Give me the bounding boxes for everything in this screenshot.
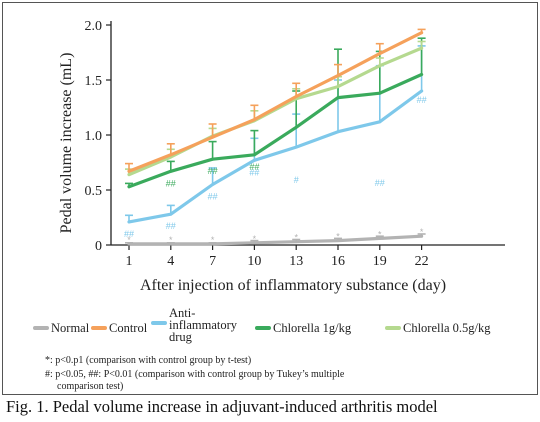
figure-caption: Fig. 1. Pedal volume increase in adjuvan…	[6, 397, 438, 416]
y-tick-label: 0.5	[85, 184, 103, 199]
series-line	[127, 72, 424, 189]
x-tick-label: 19	[373, 254, 387, 269]
legend-item-chlorella-1g: Chlorella 1g/kg	[255, 322, 351, 334]
figure-frame: 0 0.5 1.0 1.5 2.0 1 4 7 10 13 16 19 22 * * * * * * * * ## ## #…	[2, 2, 538, 395]
significance-mark: ##	[166, 221, 176, 231]
significance-mark: ##	[417, 95, 427, 105]
x-tick-label: 22	[415, 254, 429, 269]
data-point	[211, 242, 215, 246]
y-tick-label: 0	[95, 239, 102, 254]
y-tick-label: 2.0	[85, 19, 103, 34]
x-tick-label: 10	[247, 254, 261, 269]
series-line	[127, 234, 424, 246]
significance-mark: *	[253, 234, 257, 244]
x-tick-label: 1	[126, 254, 133, 269]
y-tick-label: 1.0	[85, 129, 103, 144]
legend-swatch	[91, 326, 107, 330]
legend-swatch	[33, 326, 49, 330]
data-point	[211, 157, 215, 161]
data-point	[127, 242, 131, 246]
x-tick-label: 4	[167, 254, 174, 269]
data-point	[169, 153, 173, 157]
legend-swatch	[255, 326, 271, 330]
data-point	[253, 158, 256, 162]
x-tick-label: 13	[289, 254, 303, 269]
footnote-tukey-cont: comparison test)	[57, 381, 124, 392]
legend-label: Chlorella 0.5g/kg	[403, 321, 491, 335]
legend-label: Control	[109, 321, 148, 335]
significance-mark: ##	[249, 167, 259, 177]
data-point	[253, 153, 256, 157]
data-point	[336, 96, 340, 99]
data-point	[294, 145, 298, 149]
data-point	[127, 173, 131, 177]
data-point	[253, 241, 256, 245]
legend-swatch	[385, 326, 401, 330]
data-point	[420, 89, 423, 93]
data-point	[378, 64, 382, 68]
significance-mark: *	[378, 229, 382, 239]
data-point	[336, 85, 340, 88]
data-point	[169, 242, 173, 246]
data-point	[127, 169, 131, 173]
legend-label: Normal	[51, 321, 90, 335]
data-point	[294, 125, 298, 129]
data-point	[420, 31, 423, 35]
series-normal: * * * * * * * *	[125, 227, 426, 246]
x-tick-label: 7	[209, 254, 216, 269]
significance-mark: ##	[208, 166, 218, 176]
data-point	[336, 130, 340, 134]
significance-mark: ##	[166, 178, 176, 188]
significance-mark: *	[127, 235, 131, 245]
data-point	[378, 120, 382, 124]
data-point	[420, 234, 423, 238]
data-point	[169, 169, 173, 173]
legend-item-control: Control	[91, 322, 147, 334]
significance-mark: ##	[375, 178, 385, 188]
data-point	[336, 239, 340, 243]
axes: 0 0.5 1.0 1.5 2.0 1 4 7 10 13 16 19 22	[85, 19, 505, 269]
series-layer: * * * * * * * *######### ######## ##	[124, 28, 427, 246]
significance-mark: #	[294, 175, 299, 185]
data-point	[378, 237, 382, 240]
legend-label: Chlorella 1g/kg	[273, 321, 352, 335]
significance-mark: ##	[208, 192, 218, 202]
footnote-t-test: *: p<0.p1 (comparison with control group…	[45, 355, 252, 366]
data-point	[127, 185, 131, 189]
data-point	[169, 212, 173, 216]
y-tick-label: 1.5	[85, 74, 103, 89]
legend-swatch	[151, 321, 167, 325]
significance-mark: ##	[124, 229, 134, 239]
significance-mark: *	[211, 235, 215, 245]
data-point	[420, 73, 423, 76]
y-axis-label: Pedal volume increase (mL)	[58, 53, 75, 234]
data-point	[378, 52, 382, 55]
legend-item-chlorella-05g: Chlorella 0.5g/kg	[385, 322, 491, 334]
data-point	[211, 183, 215, 186]
significance-mark: *	[420, 227, 424, 237]
series-line	[127, 31, 424, 173]
significance-mark: ##	[249, 162, 259, 172]
data-point	[336, 74, 340, 77]
significance-mark: *	[169, 235, 173, 245]
data-point	[420, 46, 423, 50]
significance-mark: *	[294, 233, 298, 243]
footnote-tukey: #: p<0.05, ##: P<0.01 (comparison with c…	[45, 369, 345, 380]
data-point	[294, 95, 298, 98]
data-point	[378, 91, 382, 95]
x-tick-label: 16	[331, 254, 345, 269]
legend-item-anti-inflammatory: Anti-inflammatory drug	[151, 307, 251, 343]
legend: Normal Control Anti-inflammatory drug Ch…	[33, 307, 533, 353]
significance-mark: *	[336, 232, 340, 242]
x-axis-label: After injection of inflammatory substanc…	[140, 277, 446, 294]
data-point	[253, 118, 256, 121]
series-line	[127, 89, 424, 224]
series-control	[125, 28, 426, 173]
data-point	[127, 220, 131, 224]
data-point	[211, 135, 215, 139]
chart-area: 00.51.01.52.01 4 7 10 13 16 19 22 * * * * * * * *#####…	[58, 19, 505, 294]
legend-label: Anti-inflammatory drug	[169, 306, 238, 344]
data-point	[294, 240, 298, 244]
legend-item-normal: Normal	[33, 322, 89, 334]
